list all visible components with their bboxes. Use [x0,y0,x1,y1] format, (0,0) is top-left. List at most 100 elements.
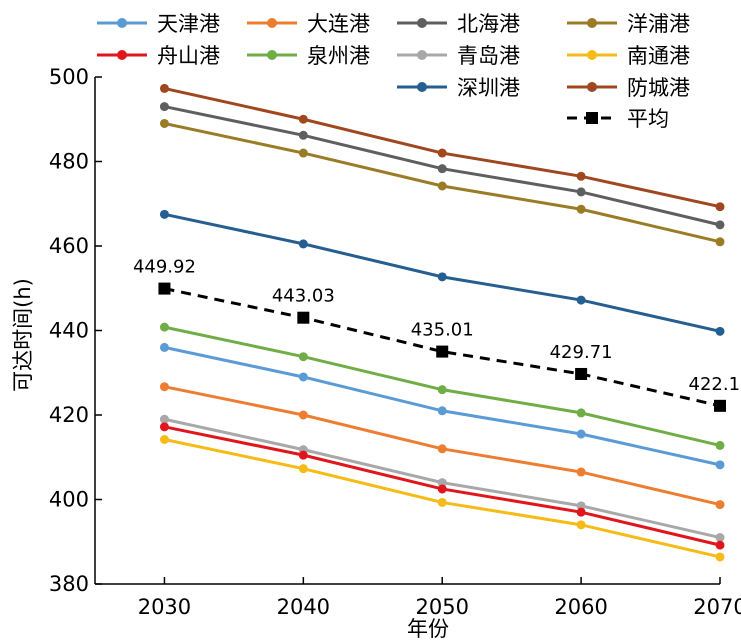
data-point [576,429,586,439]
legend-swatch-marker [267,18,277,28]
data-label: 435.01 [411,320,474,341]
data-point [298,130,308,140]
data-point [576,520,586,530]
series-防城港 [159,83,725,212]
data-point [159,102,169,112]
legend-swatch-marker [587,18,597,28]
data-point [715,460,725,470]
data-point [576,507,586,517]
y-tick-label: 440 [49,319,89,343]
series-天津港 [159,342,725,470]
data-point [437,148,447,158]
series-layer [158,83,726,562]
series-大连港 [159,382,725,510]
data-point [298,372,308,382]
data-point [437,484,447,494]
data-point [576,295,586,305]
data-point [437,164,447,174]
legend-label: 洋浦港 [627,12,690,36]
legend-item: 深圳港 [397,76,520,100]
data-point [576,204,586,214]
data-point [159,435,169,445]
legend-swatch-marker [117,50,127,60]
series-北海港 [159,102,725,230]
legend-item: 青岛港 [397,44,520,68]
data-point [575,367,588,380]
legend-swatch-marker [587,82,597,92]
legend-swatch-marker [117,18,127,28]
legend-label: 青岛港 [457,44,520,68]
x-tick-label: 2040 [277,595,330,619]
legend-swatch-marker [267,50,277,60]
legend-item: 北海港 [397,12,520,36]
data-point [159,422,169,432]
legend-label: 舟山港 [157,44,220,68]
legend-item: 平均 [567,107,669,131]
axes: 380 400 420 440 460 480 500 2030 2040 2050 2060 207… [49,65,741,619]
legend-swatch-marker [586,112,598,124]
data-point [298,450,308,460]
legend-label: 泉州港 [307,44,370,68]
legend-swatch-marker [587,50,597,60]
legend-item: 洋浦港 [567,12,690,36]
data-point [159,118,169,128]
data-point [715,326,725,336]
x-tick-label: 2070 [693,595,741,619]
series-南通港 [159,435,725,562]
x-tick-label: 2050 [415,595,468,619]
legend-label: 防城港 [627,76,690,100]
legend-item: 防城港 [567,76,690,100]
legend-item: 泉州港 [247,44,370,68]
data-point [437,272,447,282]
data-labels: 449.92 443.03 435.01 429.71 422.17 [133,257,741,395]
y-tick-label: 480 [49,150,89,174]
data-point [576,467,586,477]
data-point [159,209,169,219]
data-label: 422.17 [689,374,741,395]
data-point [298,114,308,124]
data-point [715,220,725,230]
series-深圳港 [159,209,725,336]
series-泉州港 [159,322,725,450]
x-tick-label: 2030 [138,595,191,619]
data-point [298,410,308,420]
y-tick-label: 420 [49,403,89,427]
x-tick-label: 2060 [554,595,607,619]
legend-label: 深圳港 [457,76,520,100]
legend-label: 平均 [627,107,669,131]
data-label: 449.92 [133,257,196,278]
data-point [715,500,725,510]
data-point [437,181,447,191]
y-tick-label: 380 [49,572,89,596]
data-point [297,311,310,324]
series-平均 [158,282,726,412]
data-point [576,171,586,181]
data-point [437,406,447,416]
data-point [437,444,447,454]
legend-label: 北海港 [457,12,520,36]
data-point [576,501,586,511]
data-point [714,399,726,412]
data-point [298,464,308,474]
data-point [159,83,169,93]
data-label: 443.03 [272,286,335,307]
data-point [576,187,586,197]
data-point [715,533,725,543]
data-point [715,552,725,562]
data-point [576,408,586,418]
data-point [715,440,725,450]
data-point [715,237,725,247]
legend-label: 大连港 [307,12,370,36]
data-point [298,148,308,158]
data-point [298,352,308,362]
series-舟山港 [159,422,725,550]
data-point [159,342,169,352]
data-point [715,540,725,550]
data-label: 429.71 [550,342,613,363]
legend-swatch-marker [417,18,427,28]
legend-item: 天津港 [97,12,220,36]
legend-swatch-marker [417,50,427,60]
data-point [437,497,447,507]
legend-item: 舟山港 [97,44,220,68]
